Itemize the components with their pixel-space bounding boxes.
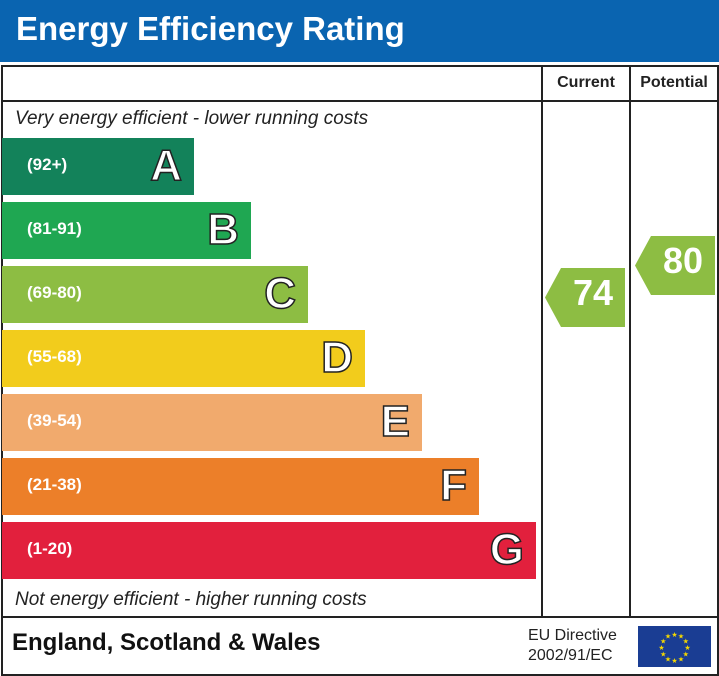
divider bbox=[1, 616, 717, 618]
star-icon: ★ bbox=[660, 638, 666, 646]
band-bar-a: (92+) A bbox=[2, 138, 194, 195]
star-icon: ★ bbox=[660, 651, 666, 659]
band-bar-b: (81-91) B bbox=[2, 202, 251, 259]
band-letter: C bbox=[263, 268, 296, 319]
star-icon: ★ bbox=[678, 655, 684, 663]
region-label: England, Scotland & Wales bbox=[12, 629, 321, 656]
divider bbox=[629, 65, 631, 617]
band-letter: G bbox=[489, 524, 525, 575]
star-icon: ★ bbox=[684, 644, 690, 652]
eu-directive: EU Directive 2002/91/EC bbox=[528, 626, 617, 666]
potential-rating-value: 80 bbox=[662, 240, 704, 281]
column-header-current: Current bbox=[557, 74, 615, 91]
bottom-caption: Not energy efficient - higher running co… bbox=[15, 589, 367, 610]
band-range: (92+) bbox=[27, 155, 68, 174]
star-icon: ★ bbox=[665, 633, 671, 641]
column-header-potential: Potential bbox=[640, 74, 708, 91]
band-range: (81-91) bbox=[27, 219, 82, 238]
star-icon: ★ bbox=[683, 651, 689, 659]
star-icon: ★ bbox=[671, 657, 677, 665]
eu-flag-icon: ★ ★ ★ ★ ★ ★ ★ ★ ★ ★ ★ ★ bbox=[638, 626, 711, 667]
star-icon: ★ bbox=[665, 655, 671, 663]
star-icon: ★ bbox=[671, 631, 677, 639]
directive-line2: 2002/91/EC bbox=[528, 647, 613, 664]
current-rating-value: 74 bbox=[572, 272, 614, 313]
star-icon: ★ bbox=[683, 638, 689, 646]
band-letter: F bbox=[439, 460, 467, 511]
band-letter: E bbox=[380, 396, 411, 447]
divider bbox=[1, 100, 717, 102]
current-rating-arrow: 74 bbox=[545, 268, 625, 327]
band-bar-f: (21-38) F bbox=[2, 458, 479, 515]
top-caption: Very energy efficient - lower running co… bbox=[15, 108, 369, 129]
directive-line1: EU Directive bbox=[528, 627, 617, 644]
divider bbox=[541, 65, 543, 617]
band-range: (69-80) bbox=[27, 283, 82, 302]
band-range: (55-68) bbox=[27, 347, 82, 366]
band-letter: A bbox=[149, 140, 182, 191]
potential-rating-arrow: 80 bbox=[635, 236, 715, 295]
band-bar-e: (39-54) E bbox=[2, 394, 422, 451]
band-letter: D bbox=[320, 332, 353, 383]
chart-title: Energy Efficiency Rating bbox=[16, 10, 405, 47]
star-icon: ★ bbox=[658, 644, 664, 652]
band-bar-d: (55-68) D bbox=[2, 330, 365, 387]
band-bar-c: (69-80) C bbox=[2, 266, 308, 323]
band-range: (39-54) bbox=[27, 411, 82, 430]
band-range: (1-20) bbox=[27, 539, 73, 558]
star-icon: ★ bbox=[678, 633, 684, 641]
header-banner: Energy Efficiency Rating bbox=[0, 0, 719, 62]
band-letter: B bbox=[206, 204, 239, 255]
band-bar-g: (1-20) G bbox=[2, 522, 536, 579]
band-range: (21-38) bbox=[27, 475, 82, 494]
